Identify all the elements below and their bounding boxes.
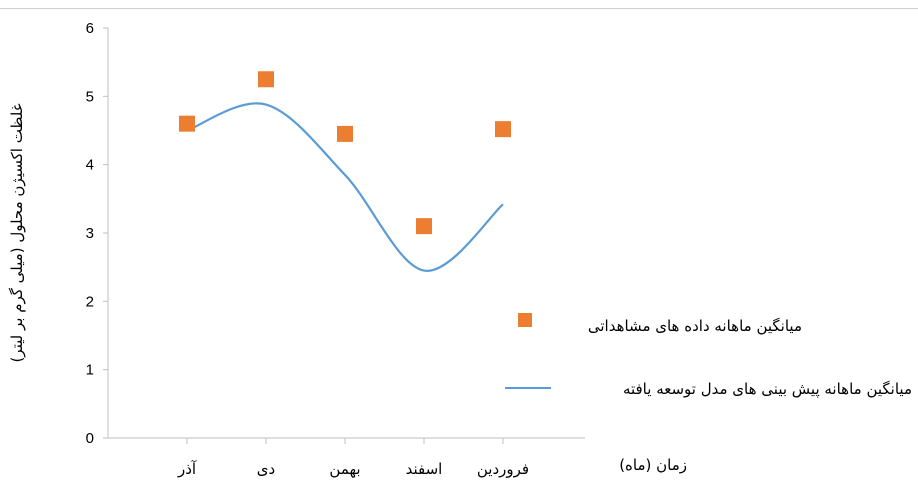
y-tick-label: 3 xyxy=(86,225,94,242)
data-point-observed xyxy=(416,218,432,235)
x-tick-label: بهمن xyxy=(329,460,360,478)
plot-area xyxy=(179,71,511,272)
x-tick-label: اسفند xyxy=(406,460,443,478)
legend: میانگین ماهانه داده های مشاهداتی میانگین… xyxy=(505,313,912,399)
data-point-observed xyxy=(258,71,274,88)
x-axis-label: زمان (ماه) xyxy=(619,456,687,474)
data-point-observed xyxy=(495,121,511,138)
y-tick-label: 1 xyxy=(86,362,94,379)
data-point-observed xyxy=(179,115,195,132)
y-tick-label: 5 xyxy=(86,88,94,105)
x-tick-label: آذر xyxy=(177,460,197,478)
y-tick-label: 4 xyxy=(86,157,94,174)
y-tick-label: 6 xyxy=(86,20,94,37)
x-tick-label: دی xyxy=(257,460,275,478)
x-ticks: آذر دی بهمن اسفند فروردین xyxy=(177,438,529,478)
legend-marker-observed xyxy=(518,313,532,327)
y-tick-label: 0 xyxy=(86,430,94,447)
y-ticks: 0 1 2 3 4 5 6 xyxy=(86,20,108,447)
legend-label-observed: میانگین ماهانه داده های مشاهداتی xyxy=(588,317,802,335)
data-point-observed xyxy=(337,125,353,142)
x-tick-label: فروردین xyxy=(477,460,529,478)
y-axis-label: غلظت اکسیژن محلول (میلی گرم بر لیتر) xyxy=(8,103,26,362)
top-border xyxy=(0,8,918,9)
legend-label-predicted: میانگین ماهانه پیش بینی های مدل توسعه یا… xyxy=(623,380,912,399)
y-tick-label: 2 xyxy=(86,293,94,310)
axes: 0 1 2 3 4 5 6 آذر دی بهمن اسفند فروردین xyxy=(86,20,585,478)
series-line-predicted xyxy=(186,102,504,272)
